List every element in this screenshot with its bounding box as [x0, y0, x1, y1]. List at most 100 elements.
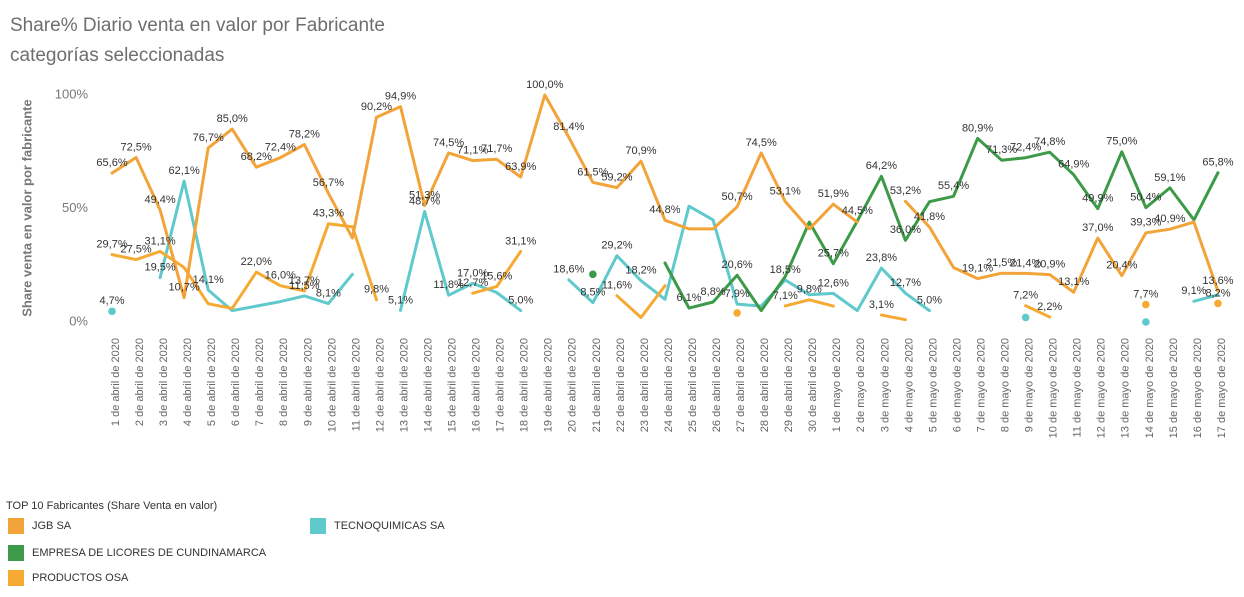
- data-label: 65,6%: [96, 157, 127, 169]
- line-point: [108, 307, 116, 316]
- data-label: 8,5%: [580, 287, 605, 299]
- x-tick-label: 16 de mayo de 2020: [1192, 338, 1204, 438]
- legend-swatch: [8, 570, 24, 586]
- line-point: [1142, 300, 1150, 309]
- data-label: 70,9%: [625, 145, 656, 157]
- data-label: 53,1%: [770, 185, 801, 197]
- x-tick-label: 15 de abril de 2020: [447, 338, 459, 432]
- data-label: 19,5%: [145, 262, 176, 274]
- line-point: [589, 270, 597, 279]
- x-tick-label: 13 de mayo de 2020: [1120, 338, 1132, 438]
- series-line: [903, 199, 1220, 294]
- data-label: 11,6%: [602, 280, 633, 292]
- line-point: [1021, 313, 1030, 322]
- x-tick-label: 25 de abril de 2020: [687, 338, 699, 432]
- legend-swatch: [310, 518, 326, 534]
- series-line: [1024, 304, 1052, 319]
- data-label: 7,2%: [1013, 290, 1038, 302]
- data-label: 65,8%: [1202, 157, 1233, 169]
- data-label: 7,1%: [773, 290, 798, 302]
- line-point: [1214, 299, 1222, 308]
- x-tick-label: 2 de mayo de 2020: [855, 338, 867, 432]
- data-label: 68,2%: [241, 151, 272, 163]
- x-tick-label: 12 de abril de 2020: [374, 338, 386, 432]
- data-label: 20,6%: [722, 259, 753, 271]
- x-tick-label: 14 de abril de 2020: [422, 338, 434, 432]
- legend-swatch: [8, 545, 24, 561]
- data-label: 9,8%: [364, 284, 389, 296]
- x-tick-label: 1 de abril de 2020: [110, 338, 122, 426]
- x-tick-label: 3 de abril de 2020: [158, 338, 170, 426]
- data-label: 29,7%: [96, 238, 127, 250]
- x-tick-label: 15 de mayo de 2020: [1168, 338, 1180, 438]
- x-tick-label: 11 de abril de 2020: [350, 338, 362, 431]
- data-label: 12,6%: [818, 277, 849, 289]
- data-label: 22,0%: [241, 256, 272, 268]
- data-label: 71,3%: [986, 144, 1017, 156]
- x-tick-label: 5 de mayo de 2020: [927, 338, 939, 432]
- data-label: 5,1%: [388, 294, 413, 306]
- x-tick-label: 11 de mayo de 2020: [1072, 338, 1084, 437]
- x-tick-label: 14 de mayo de 2020: [1144, 338, 1156, 438]
- series-line: [471, 249, 523, 295]
- data-label: 9,8%: [797, 284, 822, 296]
- x-tick-label: 4 de abril de 2020: [182, 338, 194, 426]
- data-label: 44,8%: [649, 204, 680, 216]
- series-line: [615, 284, 667, 319]
- data-label: 78,2%: [289, 128, 320, 140]
- x-tick-label: 2 de abril de 2020: [134, 338, 146, 426]
- x-tick-label: 16 de abril de 2020: [471, 338, 483, 432]
- data-label: 12,7%: [890, 277, 921, 289]
- x-tick-label: 12 de mayo de 2020: [1096, 338, 1108, 438]
- data-label: 64,2%: [866, 160, 897, 172]
- data-label: 50,7%: [722, 191, 753, 203]
- data-label: 7,7%: [1133, 288, 1158, 300]
- chart-title: Share% Diario venta en valor por Fabrica…: [10, 15, 385, 36]
- data-label: 16,0%: [265, 270, 296, 282]
- data-label: 74,5%: [433, 137, 464, 149]
- data-label: 40,9%: [1154, 213, 1185, 225]
- x-tick-label: 30 de abril de 2020: [807, 338, 819, 432]
- data-label: 9,1%: [1181, 285, 1206, 297]
- x-tick-label: 6 de mayo de 2020: [951, 338, 963, 432]
- data-label: 51,3%: [409, 189, 440, 201]
- data-label: 13,6%: [1202, 275, 1233, 287]
- data-label: 64,9%: [1058, 159, 1089, 171]
- data-label: 11,8%: [433, 279, 464, 291]
- data-label: 61,5%: [577, 166, 608, 178]
- x-tick-label: 22 de abril de 2020: [615, 338, 627, 432]
- x-tick-label: 19 de abril de 2020: [543, 338, 555, 432]
- data-label: 72,4%: [1010, 142, 1041, 154]
- data-label: 80,9%: [962, 122, 993, 134]
- series-line: [110, 93, 859, 300]
- data-label: 31,1%: [145, 235, 176, 247]
- x-tick-label: 7 de abril de 2020: [254, 338, 266, 426]
- data-label: 8,2%: [1205, 287, 1230, 299]
- x-tick-label: 10 de mayo de 2020: [1048, 338, 1060, 438]
- legend-swatch: [8, 518, 24, 534]
- y-tick-label: 50%: [62, 200, 88, 215]
- data-label: 7,9%: [725, 288, 750, 300]
- data-label: 53,2%: [890, 185, 921, 197]
- data-label: 6,1%: [677, 292, 702, 304]
- data-label: 5,0%: [508, 295, 533, 307]
- series-line: [158, 179, 354, 313]
- data-label: 25,7%: [818, 248, 849, 260]
- data-label: 20,4%: [1106, 260, 1137, 272]
- x-tick-label: 18 de abril de 2020: [519, 338, 531, 432]
- data-label: 72,5%: [120, 141, 151, 153]
- data-label: 18,5%: [770, 264, 801, 276]
- data-label: 18,6%: [553, 264, 584, 276]
- series-line: [399, 210, 523, 313]
- x-tick-label: 8 de abril de 2020: [278, 338, 290, 426]
- data-label: 18,2%: [625, 265, 656, 277]
- data-label: 41,8%: [914, 211, 945, 223]
- data-label: 8,1%: [316, 288, 341, 300]
- data-label: 90,2%: [361, 101, 392, 113]
- data-label: 20,9%: [1034, 258, 1065, 270]
- data-label: 74,8%: [1034, 136, 1065, 148]
- data-label: 29,2%: [601, 240, 632, 252]
- x-tick-label: 28 de abril de 2020: [759, 338, 771, 432]
- chart-subtitle: categorías seleccionadas: [10, 45, 224, 66]
- data-label: 51,9%: [818, 188, 849, 200]
